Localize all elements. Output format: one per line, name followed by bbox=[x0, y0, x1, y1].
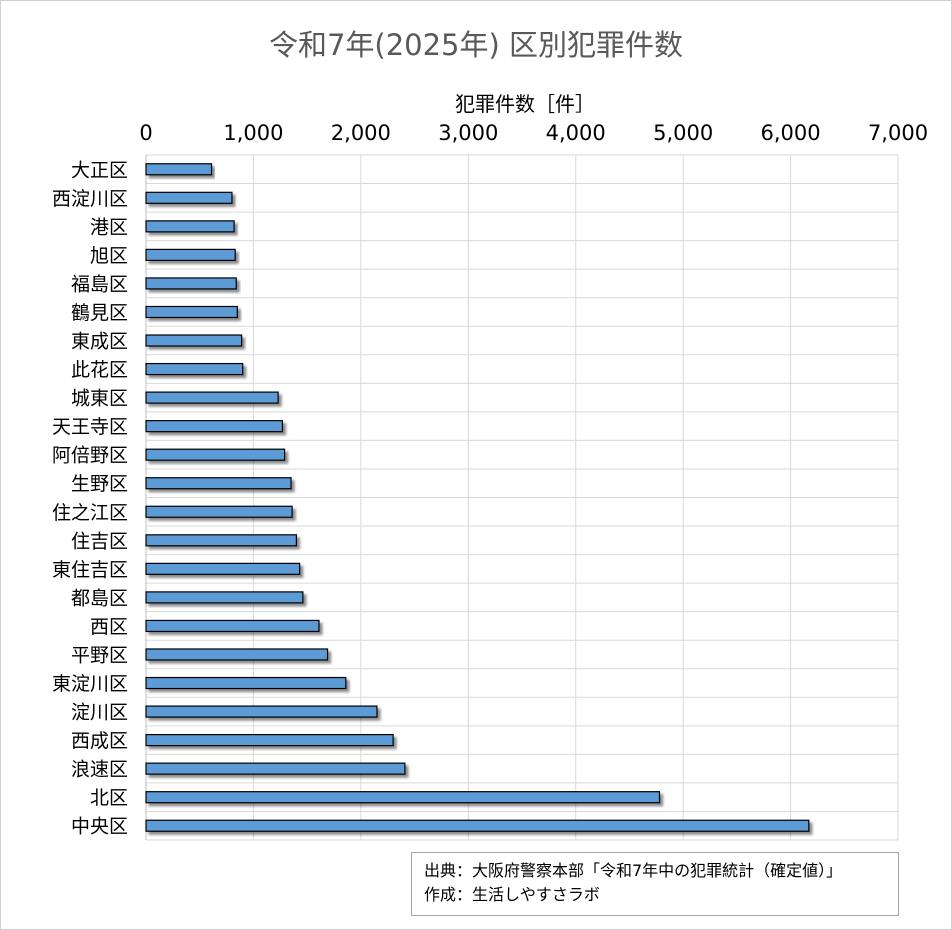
bars bbox=[145, 163, 810, 832]
category-label: 平野区 bbox=[71, 644, 128, 666]
bar bbox=[145, 248, 236, 261]
category-labels: 大正区西淀川区港区旭区福島区鶴見区東成区此花区城東区天王寺区阿倍野区生野区住之江… bbox=[52, 159, 128, 837]
bar bbox=[145, 191, 233, 204]
category-label: 淀川区 bbox=[71, 702, 128, 724]
source-line: 出典：大阪府警察本部「令和7年中の犯罪統計（確定値）」 bbox=[424, 861, 843, 880]
bar bbox=[145, 591, 304, 604]
bar bbox=[145, 705, 378, 718]
bar bbox=[145, 562, 301, 575]
category-label: 住之江区 bbox=[52, 502, 128, 524]
category-label: 阿倍野区 bbox=[52, 445, 128, 467]
bar bbox=[145, 163, 213, 176]
x-tick-label: 3,000 bbox=[438, 121, 498, 145]
category-label: 天王寺区 bbox=[52, 416, 128, 438]
category-label: 東成区 bbox=[71, 331, 128, 353]
bar bbox=[145, 362, 244, 376]
x-tick-label: 6,000 bbox=[761, 121, 821, 145]
bar bbox=[145, 448, 286, 461]
grid bbox=[145, 154, 899, 841]
category-label: 旭区 bbox=[90, 245, 128, 267]
bar bbox=[145, 277, 237, 290]
bar bbox=[145, 305, 238, 319]
bar bbox=[145, 534, 297, 547]
x-tick-labels: 0 1,000 2,000 3,000 4,000 5,000 6,000 7,000 bbox=[139, 121, 928, 145]
bar bbox=[145, 391, 279, 404]
x-tick-label: 1,000 bbox=[223, 121, 283, 145]
bar bbox=[145, 676, 347, 690]
category-label: 港区 bbox=[90, 216, 128, 238]
category-label: 東淀川区 bbox=[52, 673, 128, 695]
category-label: 都島区 bbox=[71, 587, 128, 609]
x-tick-label: 2,000 bbox=[331, 121, 391, 145]
x-tick-label: 7,000 bbox=[868, 121, 928, 145]
bar bbox=[145, 420, 284, 433]
category-label: 西淀川区 bbox=[52, 188, 128, 210]
bar bbox=[145, 819, 810, 832]
category-label: 北区 bbox=[90, 787, 128, 809]
category-label: 西区 bbox=[90, 616, 128, 638]
bar bbox=[145, 734, 394, 747]
category-label: 東住吉区 bbox=[52, 559, 128, 581]
bar bbox=[145, 619, 320, 633]
credit-line: 作成：生活しやすさラボ bbox=[424, 885, 600, 904]
x-tick-label: 0 bbox=[139, 121, 152, 145]
bar bbox=[145, 220, 235, 233]
x-axis-label: 犯罪件数［件］ bbox=[455, 92, 595, 116]
bar bbox=[145, 762, 406, 775]
bar bbox=[145, 334, 243, 347]
x-tick-label: 5,000 bbox=[653, 121, 713, 145]
chart-title: 令和7年(2025年) 区別犯罪件数 bbox=[268, 28, 684, 62]
category-label: 城東区 bbox=[71, 388, 128, 410]
category-label: 福島区 bbox=[71, 273, 128, 295]
category-label: 浪速区 bbox=[71, 759, 128, 781]
bar bbox=[145, 648, 329, 661]
category-label: 大正区 bbox=[71, 159, 128, 181]
bar bbox=[145, 791, 661, 804]
bar bbox=[145, 505, 293, 518]
bar bbox=[145, 477, 292, 490]
category-label: 西成区 bbox=[71, 730, 128, 752]
x-tick-label: 4,000 bbox=[546, 121, 606, 145]
category-label: 住吉区 bbox=[71, 530, 128, 552]
category-label: 生野区 bbox=[71, 473, 128, 495]
category-label: 中央区 bbox=[71, 816, 128, 838]
source-box: 出典：大阪府警察本部「令和7年中の犯罪統計（確定値）」 作成：生活しやすさラボ bbox=[411, 852, 899, 916]
category-label: 鶴見区 bbox=[71, 302, 128, 324]
category-label: 此花区 bbox=[71, 359, 128, 381]
